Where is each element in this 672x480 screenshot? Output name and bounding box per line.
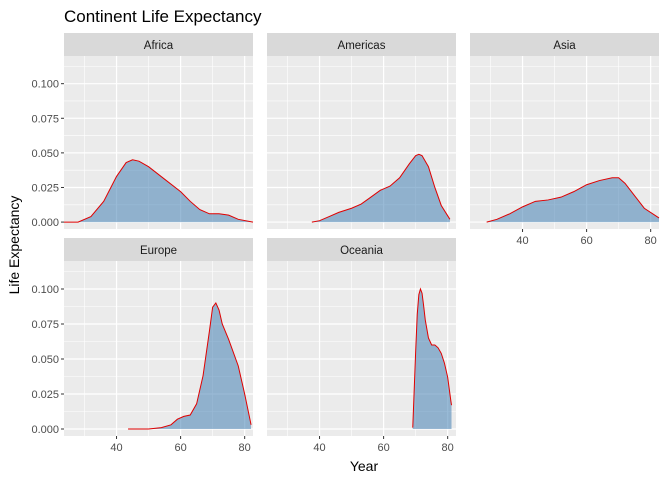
x-tick-label: 40 [313,442,325,454]
facet-strip-label: Africa [144,40,174,52]
x-tick-label: 40 [516,235,528,247]
density-area-africa [64,159,253,223]
y-tick-label: 0.075 [31,113,59,125]
facet-panel-oceania: Oceania [267,238,456,436]
density-area-oceania [412,289,452,429]
x-tick-label: 80 [645,235,657,247]
y-axes: 0.000 0.025 0.050 0.075 0.100 0.000 0.025 0.050… [31,79,64,436]
x-tick-label: 80 [442,442,454,454]
facet-panel-europe: Europe [64,238,253,436]
y-tick-label: 0.075 [31,319,59,331]
y-tick-label: 0.100 [31,79,59,91]
facet-strip-label: Europe [140,245,177,257]
y-tick-label: 0.050 [31,354,59,366]
facet-strip [267,33,456,56]
density-area-americas [311,154,450,223]
facet-strip [64,33,253,56]
y-tick-label: 0.000 [31,217,59,229]
density-line-europe [128,302,252,430]
density-line-asia [486,177,660,223]
y-axis-title: Life Expectancy [6,196,22,295]
x-axis-title: Year [350,458,379,474]
facet-panel-africa: Africa [64,33,254,229]
chart-title: Continent Life Expectancy [64,7,262,26]
x-tick-label: 40 [110,442,122,454]
density-line-oceania [412,287,453,428]
x-tick-label: 60 [377,442,389,454]
facet-strip [470,33,659,56]
density-area-asia [486,177,659,223]
facet-strip [64,238,253,261]
density-line-americas [311,153,451,223]
y-tick-label: 0.100 [31,284,59,296]
density-line-africa [64,159,254,223]
y-tick-label: 0.050 [31,148,59,160]
x-tick-label: 60 [174,442,186,454]
facet-panel-asia: Asia [470,33,660,229]
density-area-europe [128,303,252,429]
y-tick-label: 0.025 [31,182,59,194]
facet-panel-americas: Americas [267,33,456,229]
y-tick-label: 0.000 [31,424,59,436]
facet-panels: Africa Americas Asia Europe Oceania [64,33,660,436]
x-tick-label: 60 [580,235,592,247]
y-tick-label: 0.025 [31,389,59,401]
x-axes: 40 60 80 40 60 80 40 60 80 [110,229,657,454]
x-tick-label: 80 [239,442,251,454]
facet-strip-label: Asia [553,40,576,52]
facet-strip-label: Americas [338,40,386,52]
facet-strip-label: Oceania [340,245,383,257]
facet-strip [267,238,456,261]
